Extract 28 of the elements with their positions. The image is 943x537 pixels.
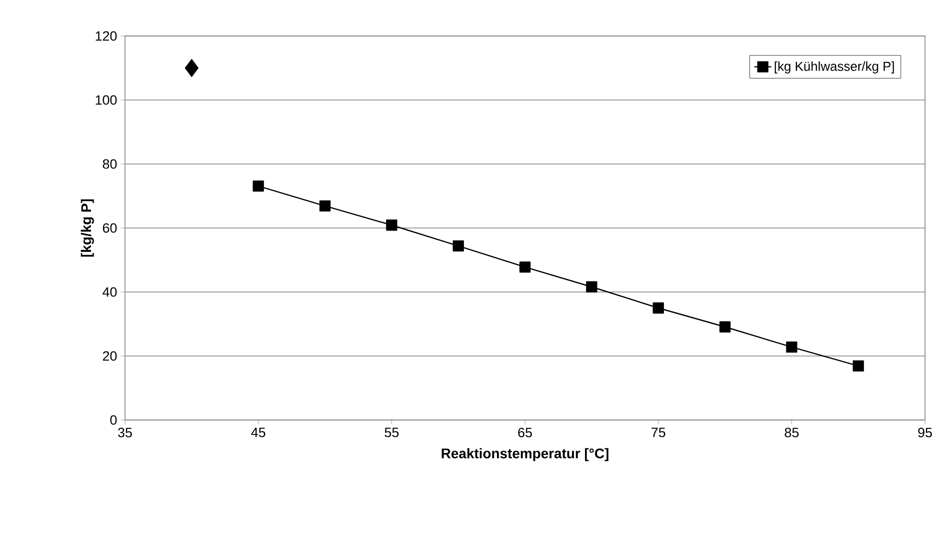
y-tick-label: 80 <box>102 159 117 169</box>
point <box>184 58 199 78</box>
y-tick-label: 20 <box>102 351 117 361</box>
y-tick-label: 60 <box>102 223 117 233</box>
x-tick-label: 65 <box>518 428 532 438</box>
legend-label: [kg Kühlwasser/kg P] <box>774 61 894 74</box>
y-tick-label: 40 <box>102 287 117 297</box>
point <box>719 321 731 332</box>
point <box>586 281 598 292</box>
point <box>319 200 331 212</box>
x-tick-label: 95 <box>918 428 932 438</box>
x-tick-label: 55 <box>384 428 399 438</box>
y-tick-label: 120 <box>96 31 117 41</box>
x-tick-label: 85 <box>784 428 799 438</box>
point <box>386 220 398 231</box>
x-axis-title: Reaktionstemperatur [°C] <box>442 448 608 462</box>
point <box>652 302 664 314</box>
point <box>786 341 798 353</box>
point <box>852 360 864 372</box>
x-tick-label: 35 <box>118 428 132 438</box>
y-tick-label: 100 <box>96 95 117 105</box>
point <box>519 261 531 273</box>
point <box>252 180 264 192</box>
y-axis-title: [kg/kg P] <box>80 199 94 257</box>
point <box>452 240 464 252</box>
x-tick-label: 45 <box>251 428 266 438</box>
y-tick-label: 0 <box>110 415 117 425</box>
x-tick-label: 75 <box>652 428 666 438</box>
